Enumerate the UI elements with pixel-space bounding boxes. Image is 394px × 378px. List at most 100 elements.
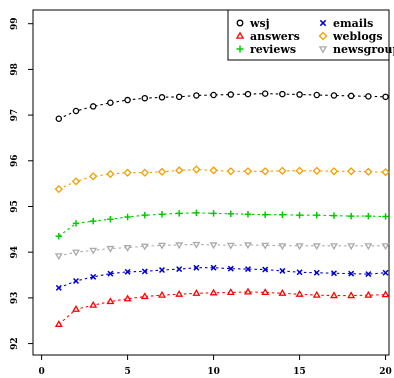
y-axis: 92 93 94 95 96 97 98 99 [10, 17, 33, 350]
series-reviews [55, 209, 389, 240]
point-marker [329, 291, 338, 299]
point-marker [312, 243, 321, 251]
point-marker [107, 216, 114, 223]
point-marker [107, 270, 114, 277]
point-marker [318, 46, 328, 54]
point-marker [381, 168, 390, 177]
point-marker [313, 269, 320, 276]
point-marker [124, 268, 131, 275]
point-marker [89, 103, 97, 110]
point-marker [348, 270, 355, 277]
point-marker [364, 290, 373, 298]
point-marker [89, 247, 98, 255]
x-tick-label: 5 [124, 367, 130, 377]
point-marker [313, 211, 321, 219]
point-marker [330, 212, 338, 219]
point-marker [236, 45, 244, 53]
point-marker [55, 284, 62, 291]
point-marker [123, 294, 132, 302]
point-marker [192, 241, 201, 249]
point-marker [106, 169, 115, 179]
point-marker [226, 167, 235, 176]
point-marker [210, 91, 217, 99]
point-marker [295, 289, 304, 297]
point-marker [329, 243, 338, 251]
point-marker [175, 93, 183, 101]
y-tick-label: 93 [10, 292, 20, 305]
x-tick-label: 15 [293, 367, 306, 377]
point-marker [279, 211, 286, 218]
series-layer [54, 90, 390, 327]
point-marker [210, 264, 217, 271]
point-marker [71, 177, 81, 186]
point-marker [175, 242, 184, 250]
point-marker [278, 166, 287, 176]
point-marker [236, 19, 244, 27]
point-marker [226, 288, 235, 295]
legend-label: weblogs [332, 30, 383, 43]
point-marker [106, 245, 115, 253]
point-marker [279, 267, 286, 274]
y-tick-label: 96 [10, 155, 20, 168]
series-wsj [55, 90, 389, 123]
point-marker [381, 243, 390, 251]
series-line [58, 267, 386, 289]
point-marker [175, 210, 183, 217]
point-marker [330, 92, 338, 99]
point-marker [209, 242, 218, 250]
point-marker [158, 267, 165, 274]
point-marker [364, 167, 373, 176]
point-marker [176, 266, 183, 273]
point-marker [72, 107, 80, 115]
point-marker [244, 266, 251, 273]
point-marker [227, 265, 234, 272]
point-marker [175, 166, 184, 175]
legend-label: wsj [249, 17, 270, 30]
legend-label: answers [250, 30, 300, 43]
point-marker [158, 94, 166, 101]
point-marker [347, 92, 355, 100]
point-marker [279, 90, 286, 98]
x-axis: 0 5 10 15 20 [38, 355, 392, 377]
y-tick-label: 92 [10, 337, 20, 350]
point-marker [226, 242, 235, 250]
point-marker [209, 166, 218, 175]
point-marker [72, 277, 79, 284]
point-marker [141, 94, 149, 102]
point-marker [175, 289, 184, 297]
point-marker [140, 292, 149, 300]
point-marker [382, 269, 389, 276]
point-marker [72, 249, 80, 257]
legend-item-newsgroups: newsgroups [318, 43, 394, 56]
legend-label: emails [333, 17, 373, 30]
point-marker [157, 290, 166, 298]
point-marker [235, 31, 245, 39]
point-marker [227, 210, 235, 218]
point-marker [312, 166, 321, 176]
point-marker [193, 264, 200, 271]
x-tick-label: 20 [379, 367, 392, 377]
point-marker [157, 242, 166, 250]
legend-label: newsgroups [333, 43, 394, 56]
point-marker [296, 211, 303, 219]
point-marker [243, 242, 252, 250]
point-marker [227, 91, 235, 98]
point-marker [365, 271, 372, 278]
point-marker [347, 243, 356, 251]
point-marker [140, 168, 149, 177]
point-marker [157, 167, 167, 176]
point-marker [296, 91, 303, 98]
point-marker [278, 243, 287, 251]
point-marker [262, 266, 269, 273]
legend-item-answers: answers [235, 30, 300, 43]
point-marker [365, 212, 372, 220]
series-line [58, 291, 386, 325]
point-marker [124, 213, 131, 221]
point-marker [261, 90, 269, 97]
legend-item-emails: emails [319, 17, 373, 30]
series-weblogs [54, 165, 390, 194]
legend-label: reviews [250, 43, 296, 56]
